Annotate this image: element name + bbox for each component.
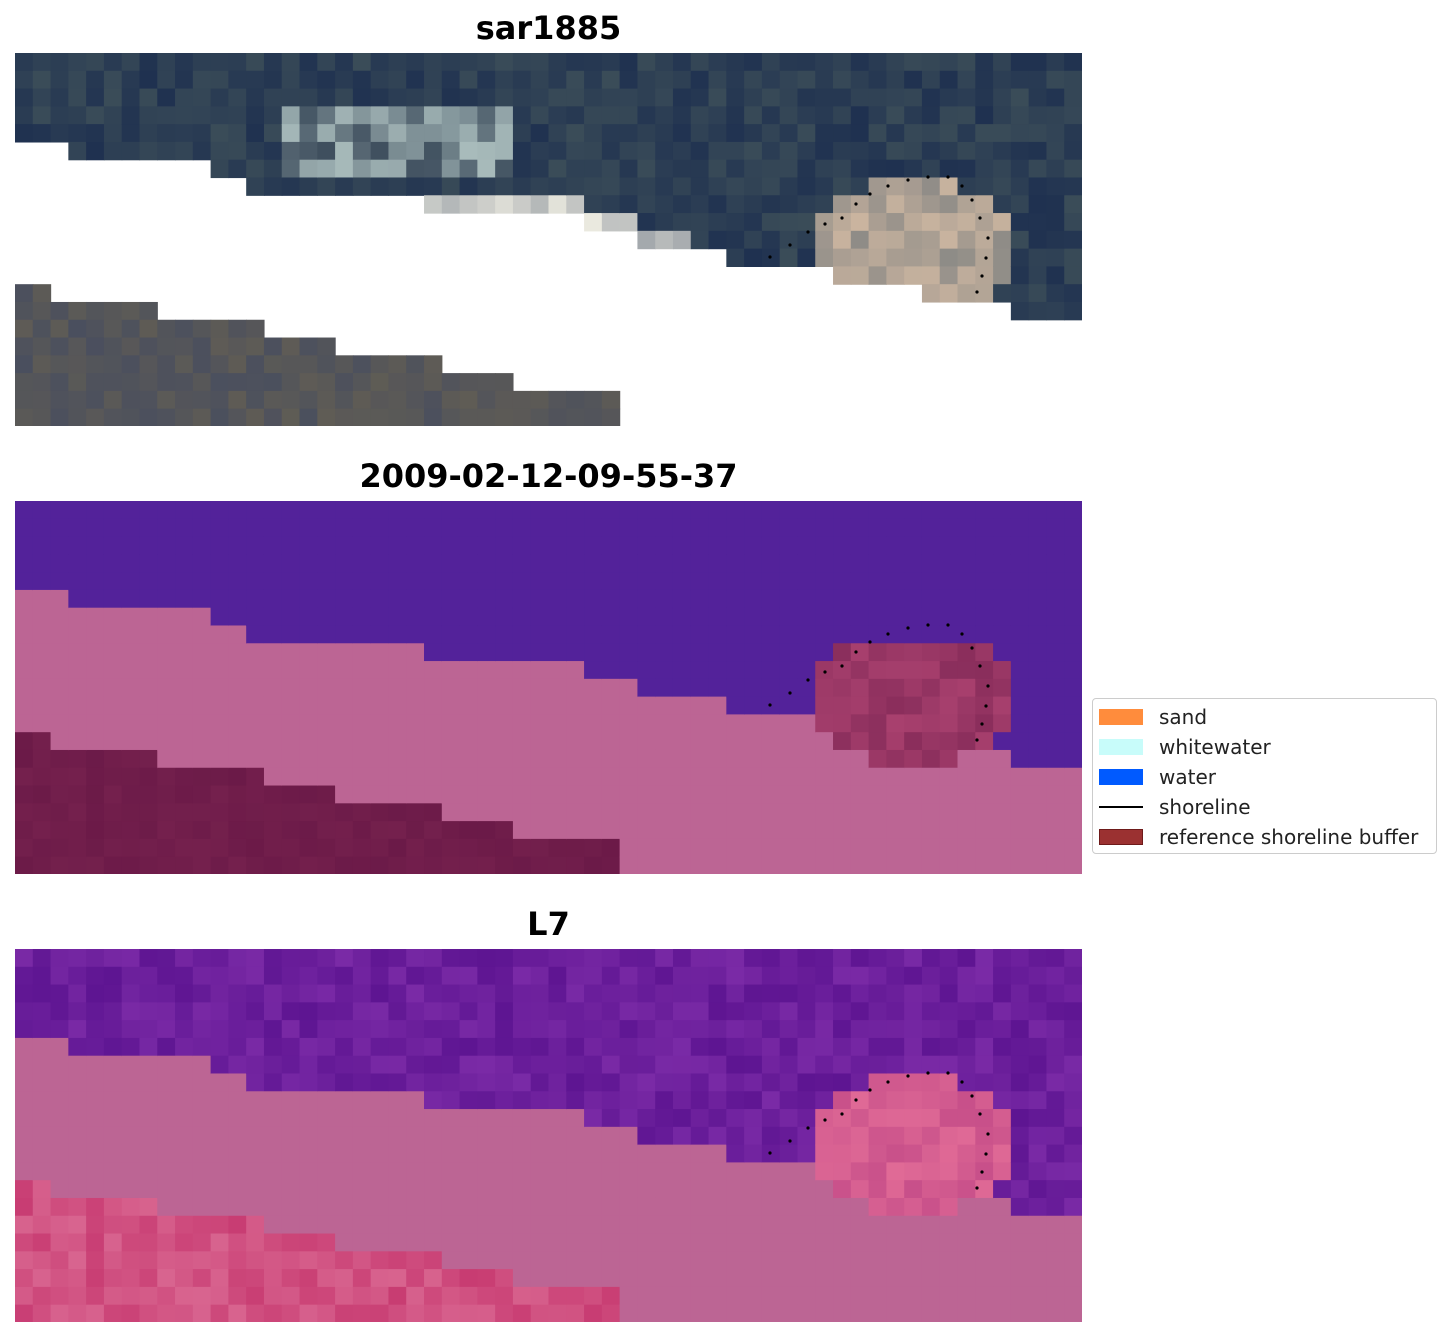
sand-swatch	[1099, 709, 1143, 725]
legend-label-sand: sand	[1159, 705, 1208, 729]
legend-item-water: water	[1099, 761, 1434, 791]
legend-item-whitewater: whitewater	[1099, 731, 1434, 761]
legend: sand whitewater water shoreline referenc…	[1092, 698, 1437, 854]
legend-item-shoreline: shoreline	[1099, 791, 1434, 821]
panel-title-1: sar1885	[475, 9, 622, 47]
classification-panel	[15, 501, 1082, 874]
index-image	[15, 949, 1082, 1322]
water-swatch	[1099, 769, 1143, 785]
legend-item-buffer: reference shoreline buffer	[1099, 821, 1434, 851]
classification-image	[15, 501, 1082, 874]
rgb-image-panel	[15, 53, 1082, 426]
legend-item-sand: sand	[1099, 701, 1434, 731]
panel-title-3: L7	[527, 905, 570, 943]
legend-label-whitewater: whitewater	[1159, 735, 1271, 759]
buffer-swatch	[1099, 829, 1143, 845]
shoreline-line-swatch	[1099, 806, 1143, 808]
legend-label-shoreline: shoreline	[1159, 795, 1251, 819]
rgb-image	[15, 53, 1082, 426]
whitewater-swatch	[1099, 739, 1143, 755]
panel-title-2: 2009-02-12-09-55-37	[359, 457, 738, 495]
legend-label-buffer: reference shoreline buffer	[1159, 825, 1419, 849]
index-panel	[15, 949, 1082, 1322]
legend-label-water: water	[1159, 765, 1216, 789]
